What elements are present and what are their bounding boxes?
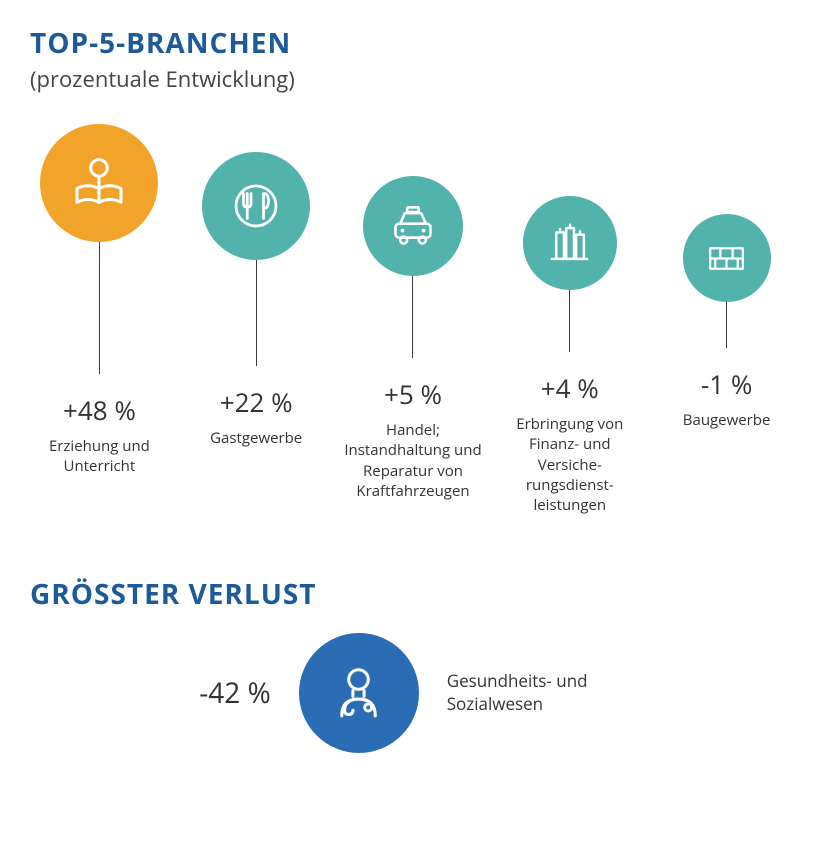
books-icon bbox=[523, 196, 617, 290]
top5-subtitle: (prozentuale Entwicklung) bbox=[30, 64, 796, 94]
top5-title: TOP-5-BRANCHEN bbox=[30, 24, 796, 62]
stem bbox=[569, 290, 570, 352]
branch-pct: +4 % bbox=[541, 370, 599, 406]
branch-label: Gastgewerbe bbox=[210, 428, 302, 448]
loss-label: Gesundheits- und Sozialwesen bbox=[447, 670, 627, 716]
stem bbox=[256, 260, 257, 366]
doctor-icon bbox=[299, 633, 419, 753]
car-icon bbox=[363, 176, 463, 276]
stem bbox=[412, 276, 413, 358]
branch-pct: +5 % bbox=[384, 376, 442, 412]
loss-row: -42 % Gesundheits- und Sozialwesen bbox=[30, 633, 796, 753]
branch-label: Baugewerbe bbox=[683, 410, 771, 430]
branch-item-0: +48 % Erziehung und Unterricht bbox=[30, 124, 169, 477]
bricks-icon bbox=[683, 214, 771, 302]
reader-icon bbox=[40, 124, 158, 242]
branch-label: Erziehung und Unterricht bbox=[30, 436, 169, 477]
top5-row: +48 % Erziehung und Unterricht +22 % Gas… bbox=[30, 124, 796, 515]
stem bbox=[726, 302, 727, 348]
cutlery-icon bbox=[202, 152, 310, 260]
branch-label: Erbringung von Finanz- und Versiche­rung… bbox=[500, 414, 639, 515]
stem bbox=[99, 242, 100, 374]
branch-pct: -1 % bbox=[701, 366, 752, 402]
branch-item-1: +22 % Gastgewerbe bbox=[187, 124, 326, 448]
branch-pct: +48 % bbox=[63, 392, 136, 428]
branch-item-2: +5 % Handel; Instandhaltung und Reparatu… bbox=[344, 124, 483, 501]
branch-item-4: -1 % Baugewerbe bbox=[657, 124, 796, 430]
branch-label: Handel; Instandhaltung und Reparatur von… bbox=[344, 420, 483, 501]
loss-title: GRÖSSTER VERLUST bbox=[30, 575, 796, 613]
loss-pct: -42 % bbox=[199, 674, 270, 712]
branch-item-3: +4 % Erbringung von Finanz- und Versiche… bbox=[500, 124, 639, 515]
branch-pct: +22 % bbox=[220, 384, 293, 420]
